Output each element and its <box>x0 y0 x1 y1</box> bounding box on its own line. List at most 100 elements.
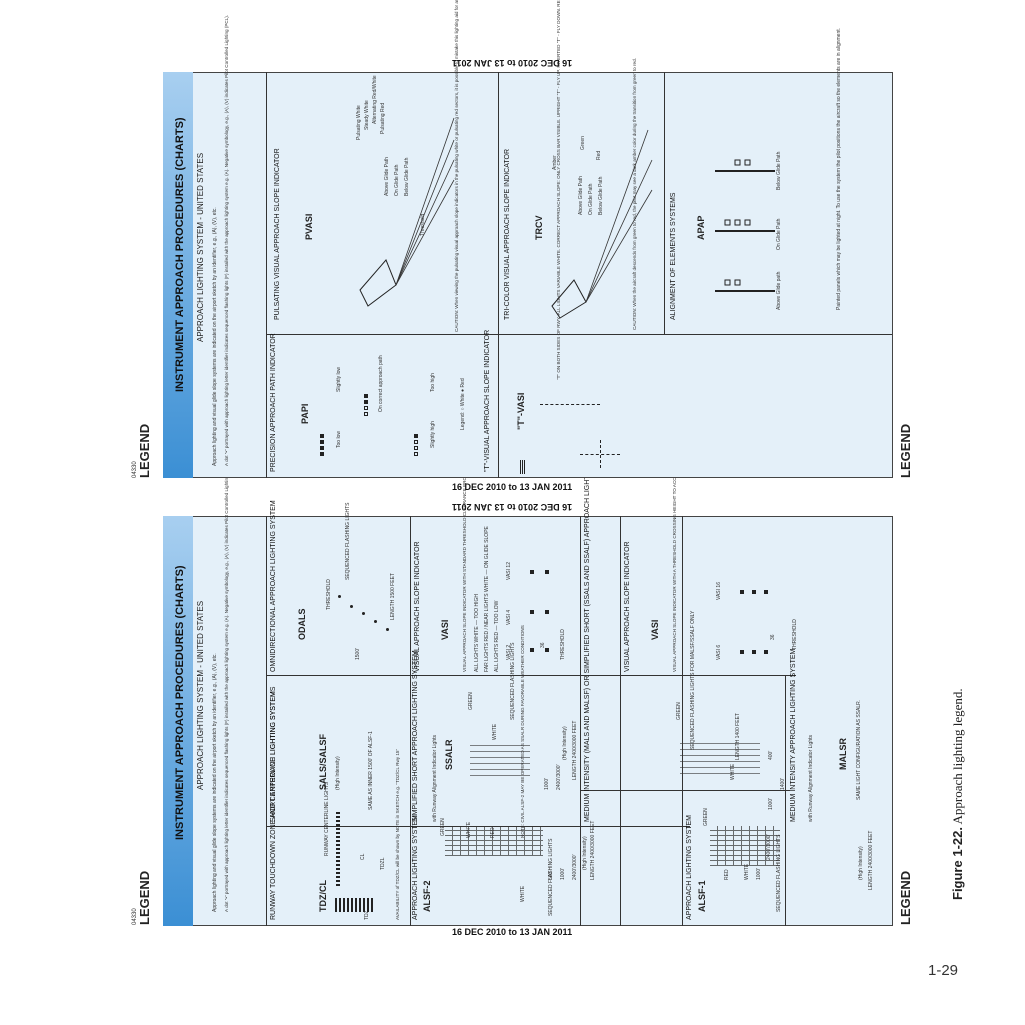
pvasi-title: PULSATING VISUAL APPROACH SLOPE INDICATO… <box>274 148 281 320</box>
chart-code: 04330 <box>132 908 138 925</box>
vasi2-rwy-num: 36 <box>770 634 776 640</box>
legend-frame <box>163 72 893 478</box>
vasi-variant-4: VASI 4 <box>506 609 512 625</box>
vasi2-light <box>752 590 756 594</box>
vasi-light <box>530 610 534 614</box>
tvasi-runway-edge <box>540 404 600 406</box>
divider <box>498 72 499 478</box>
tdz-note: AVAILABILITY of TDZ/CL will be shown by … <box>395 748 400 920</box>
odals-light <box>386 628 389 631</box>
tdz-label-cl-lights: RUNWAY CENTERLINE LIGHTS <box>324 781 330 856</box>
divider <box>664 72 665 334</box>
trcv-beam <box>585 189 653 303</box>
papi-light <box>320 446 324 450</box>
pvasi-beam <box>395 159 455 286</box>
papi-light <box>320 434 324 438</box>
papi-light <box>414 434 418 438</box>
sals-title: SHORT APPROACH LIGHTING SYSTEM <box>270 691 277 822</box>
ssalr-title: SIMPLIFIED SHORT APPROACH LIGHTING SYSTE… <box>412 650 419 822</box>
alsf2-1000: 1000' <box>560 867 566 880</box>
papi-light <box>364 412 368 416</box>
pvasi-diagram <box>359 117 455 307</box>
alsf1-length: LENGTH 2400/3000 FEET <box>868 830 874 890</box>
vasi-title: VISUAL APPROACH SLOPE INDICATOR <box>414 541 421 672</box>
vasi-light <box>530 570 534 574</box>
tvasi-bar <box>520 460 525 474</box>
papi-slightly-low: Slightly low <box>336 366 342 392</box>
papi-light <box>320 452 324 456</box>
malsr-id: MALSR <box>838 738 848 770</box>
apap-panel <box>734 159 741 166</box>
lighting-note-2: A dot "•" portrayed with approach lighti… <box>224 14 229 466</box>
papi-light <box>320 440 324 444</box>
apap-below: Below Glide Path <box>776 151 782 190</box>
trcv-diagram <box>551 129 653 319</box>
apap-panel <box>734 279 741 286</box>
alsf1-1000: 1000' <box>756 867 762 880</box>
ssalr-id: SSALR <box>444 739 454 770</box>
alsf2-length-marker: 2400'/3000' <box>572 854 578 880</box>
apap-panel <box>724 219 731 226</box>
vasi-light <box>545 610 549 614</box>
alsf2-white-2: WHITE <box>520 885 526 902</box>
trcv-beam <box>585 159 653 303</box>
odals-title: OMNIDIRECTIONAL APPROACH LIGHTING SYSTEM <box>270 500 277 672</box>
trcv-beam <box>585 129 649 303</box>
mals-light-pattern <box>680 740 760 774</box>
vasi2-title: VISUAL APPROACH SLOPE INDICATOR <box>624 541 631 672</box>
papi-light <box>364 400 368 404</box>
divider <box>620 516 621 926</box>
alsf1-white: WHITE <box>744 863 750 880</box>
mals-green: GREEN <box>676 702 682 720</box>
tvasi-title: "T"-VISUAL APPROACH SLOPE INDICATOR <box>484 329 491 472</box>
page-subtitle: APPROACH LIGHTING SYSTEM - UNITED STATES <box>196 600 205 790</box>
alsf2-500: 500' <box>548 870 554 880</box>
mals-1400: 1400' <box>780 777 786 790</box>
alsf2-title: APPROACH LIGHTING SYSTEM <box>412 814 419 920</box>
divider <box>410 516 411 926</box>
vasi-variant-12: VASI 12 <box>506 562 512 580</box>
mals-400: 400' <box>768 750 774 760</box>
alsf1-title: APPROACH LIGHTING SYSTEM <box>686 814 693 920</box>
alsf2-length: LENGTH 2400/3000 FEET <box>590 820 596 880</box>
pvasi-beam <box>395 117 455 286</box>
odals-seq: SEQUENCED FLASHING LIGHTS <box>345 502 351 580</box>
pvasi-unit <box>359 259 397 307</box>
divider <box>266 675 796 676</box>
tdz-lights <box>335 898 375 912</box>
alsf1-intensity: (High Intensity) <box>858 846 864 880</box>
tvasi-id: "T"-VASI <box>516 392 526 430</box>
pvasi-id: PVASI <box>304 213 314 240</box>
trcv-red: Red <box>596 150 602 160</box>
figure-label: Figure 1-22. <box>950 827 965 900</box>
alsf2-note: NOTE: CIVIL ALSF-2 MAY BE OPERATED AS SS… <box>520 625 525 838</box>
divider <box>620 826 621 926</box>
alsf1-green: GREEN <box>703 808 709 826</box>
apap-diagram <box>715 159 775 292</box>
legend-label: LEGEND <box>137 870 152 925</box>
papi-too-low: Too low <box>336 431 342 448</box>
legend-label: LEGEND <box>137 423 152 478</box>
effective-dates: 16 DEC 2010 to 13 JAN 2011 <box>452 927 573 937</box>
ssalr-light-pattern <box>470 740 530 776</box>
odals-light <box>362 612 365 615</box>
trcv-id: TRCV <box>534 215 544 241</box>
mals-title: MEDIUM INTENSITY (MALS and MALSF) OR SIM… <box>584 427 591 822</box>
divider <box>682 516 683 926</box>
vasi-variant-2: VASI 2 <box>506 644 512 660</box>
ssalr-length: LENGTH 2400/3000 FEET <box>572 720 578 780</box>
papi-on-path: On correct approach path <box>378 355 384 412</box>
tvasi-t-bar <box>580 454 620 456</box>
apap-panel <box>724 279 731 286</box>
chart-code: 04330 <box>132 461 138 478</box>
vasi2-light <box>752 650 756 654</box>
apap-panel <box>744 159 751 166</box>
papi-light <box>414 440 418 444</box>
figure-text: Approach lighting legend. <box>950 688 965 825</box>
papi-light <box>414 446 418 450</box>
pvasi-beam <box>395 179 455 286</box>
odals-light <box>338 595 341 598</box>
vasi-rule-low: ALL LIGHTS RED — TOO LOW <box>494 600 500 672</box>
ssalr-1000: 1000' <box>544 777 550 790</box>
